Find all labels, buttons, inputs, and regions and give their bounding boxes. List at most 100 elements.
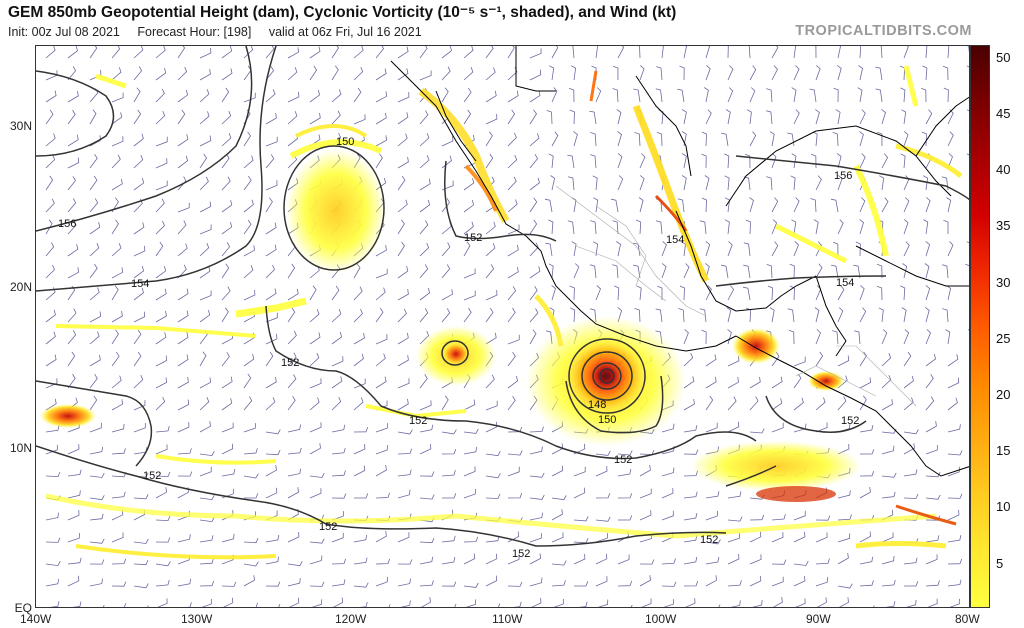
wind-barb: [265, 556, 279, 565]
wind-barb: [925, 353, 937, 367]
wind-barb: [67, 134, 79, 147]
wind-barb: [67, 244, 79, 257]
wind-barb: [815, 263, 823, 279]
wind-barb: [67, 557, 82, 565]
wind-barb: [769, 307, 775, 323]
lon-label-140w: 140W: [20, 612, 52, 626]
wind-barb: [89, 538, 105, 544]
wind-barb: [548, 263, 554, 279]
contour-label: 156: [834, 170, 852, 182]
wind-barb: [875, 88, 883, 103]
wind-barb: [638, 197, 644, 213]
wind-barb: [419, 556, 434, 565]
wind-barb: [133, 374, 144, 389]
wind-barb: [441, 155, 452, 169]
wind-barb: [771, 153, 777, 169]
wind-barb: [375, 376, 387, 389]
wind-barb: [881, 472, 897, 478]
wind-barb: [771, 514, 786, 521]
wind-barb: [815, 515, 831, 521]
wind-barb: [89, 198, 99, 213]
wind-barb: [485, 374, 495, 389]
wind-barb: [375, 46, 385, 59]
wind-barb: [546, 110, 553, 125]
wind-barb: [635, 219, 642, 235]
wind-barb: [485, 153, 494, 169]
wind-barb: [595, 576, 608, 587]
wind-barb: [45, 537, 61, 543]
wind-barb: [945, 329, 951, 345]
wind-barb: [529, 90, 541, 103]
wind-barb: [791, 87, 797, 103]
wind-barb: [331, 65, 339, 81]
wind-barb: [243, 46, 254, 59]
wind-barb: [925, 472, 941, 478]
wind-barb: [507, 395, 516, 411]
wind-barb: [793, 373, 802, 389]
wind-barb: [946, 285, 952, 301]
wind-barb: [102, 604, 105, 607]
wind-barb: [793, 109, 800, 125]
wind-barb: [639, 575, 651, 587]
wind-barb: [353, 426, 369, 433]
wind-barb: [881, 555, 895, 565]
wind-barb: [199, 153, 208, 169]
wind-barb: [507, 351, 516, 367]
wind-barb: [441, 264, 451, 279]
wind-barb: [661, 241, 667, 257]
wind-barb: [199, 558, 214, 565]
wind-barb: [331, 579, 346, 587]
wind-barb: [485, 421, 498, 433]
wind-barb: [463, 109, 472, 125]
wind-barb: [331, 356, 344, 367]
wind-barb: [221, 200, 233, 213]
wind-barb: [45, 242, 55, 257]
wind-barb: [359, 601, 368, 607]
wind-barb: [683, 449, 699, 455]
wind-barb: [265, 154, 275, 169]
wind-barb: [949, 598, 960, 607]
wind-barb: [45, 264, 55, 279]
wind-barb: [903, 557, 918, 565]
wind-barb: [454, 603, 457, 607]
wind-barb: [877, 131, 883, 147]
wind-barb: [155, 288, 167, 301]
wind-barb: [873, 605, 875, 607]
wind-barb: [243, 473, 259, 479]
wind-barb: [795, 598, 806, 607]
wind-barb: [859, 487, 871, 499]
wind-barb: [441, 221, 452, 235]
wind-barb: [683, 46, 687, 59]
wind-barb: [966, 46, 969, 53]
wind-barb: [771, 576, 784, 587]
wind-barb: [89, 495, 105, 501]
wind-barb: [749, 197, 754, 213]
wind-barb: [551, 465, 564, 477]
wind-barb: [199, 495, 215, 501]
wind-barb: [67, 109, 76, 125]
wind-barb: [419, 178, 431, 191]
wind-barb: [749, 428, 765, 434]
wind-barb: [947, 535, 962, 543]
wind-barb: [133, 245, 146, 257]
wind-barb: [265, 333, 278, 345]
wind-barb: [331, 532, 344, 543]
wind-barb: [147, 605, 149, 607]
wind-barb: [790, 175, 796, 191]
wind-barb: [595, 553, 608, 565]
wind-barb: [243, 423, 256, 433]
contour-label: 150: [598, 414, 616, 426]
wind-barb: [617, 131, 622, 147]
wind-barb: [749, 554, 762, 565]
colorbar-label-35: 35: [996, 218, 1011, 233]
wind-barb: [923, 219, 929, 235]
wind-barb: [788, 329, 795, 345]
wind-barb: [616, 109, 622, 125]
wind-barb: [837, 355, 850, 367]
wind-barb: [705, 539, 721, 545]
wind-barb: [551, 87, 558, 103]
wind-barb: [705, 46, 710, 59]
brand-watermark: TROPICALTIDBITS.COM: [795, 23, 972, 39]
wind-barb: [287, 263, 296, 279]
wind-barb: [199, 397, 210, 411]
